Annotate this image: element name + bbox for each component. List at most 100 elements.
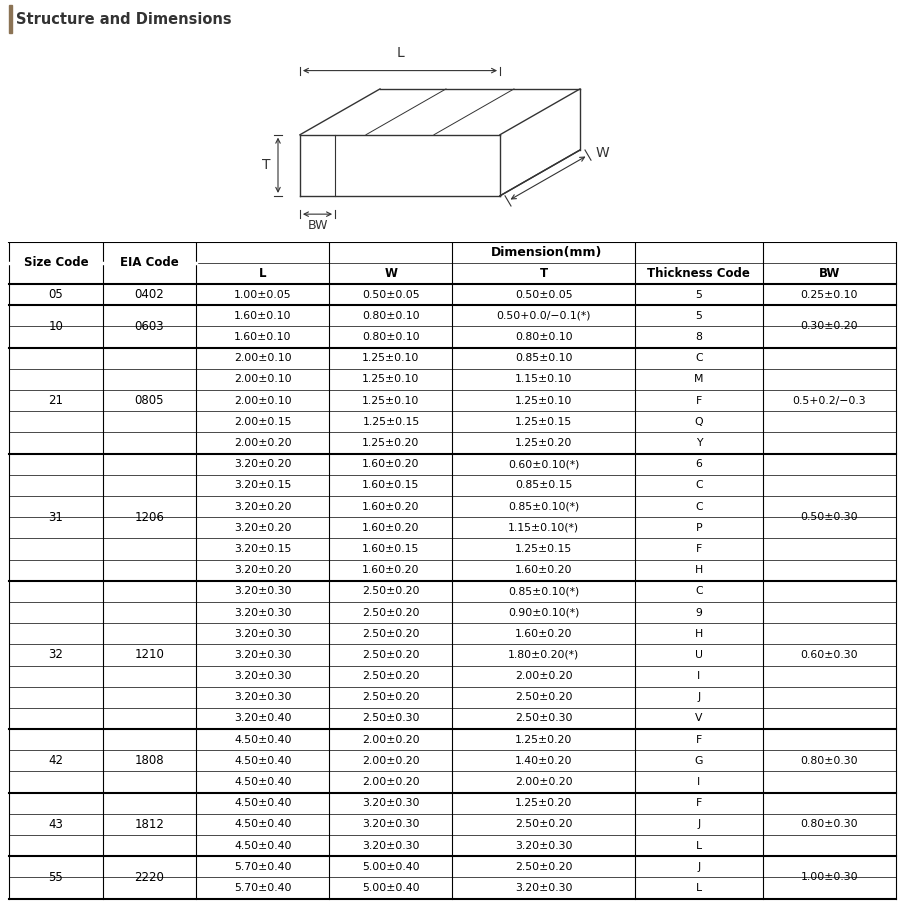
Text: J: J bbox=[697, 692, 700, 702]
Text: 0.80±0.30: 0.80±0.30 bbox=[801, 819, 858, 830]
Text: 1.25±0.20: 1.25±0.20 bbox=[362, 438, 420, 448]
Text: 1.25±0.20: 1.25±0.20 bbox=[515, 798, 572, 808]
Text: 55: 55 bbox=[49, 871, 63, 884]
Text: 0402: 0402 bbox=[135, 288, 165, 301]
Text: 3.20±0.30: 3.20±0.30 bbox=[234, 586, 291, 596]
Text: 5.00±0.40: 5.00±0.40 bbox=[362, 883, 420, 893]
Text: 3.20±0.30: 3.20±0.30 bbox=[234, 629, 291, 639]
Text: 1.60±0.20: 1.60±0.20 bbox=[362, 565, 420, 576]
Text: 2.00±0.20: 2.00±0.20 bbox=[515, 672, 573, 681]
Text: 5.00±0.40: 5.00±0.40 bbox=[362, 862, 420, 872]
Text: 0.85±0.10(*): 0.85±0.10(*) bbox=[508, 586, 579, 596]
Text: 1.60±0.20: 1.60±0.20 bbox=[362, 459, 420, 469]
Text: 0.80±0.10: 0.80±0.10 bbox=[362, 332, 420, 342]
Text: 1.25±0.10: 1.25±0.10 bbox=[362, 375, 420, 385]
Text: M: M bbox=[694, 375, 703, 385]
Text: Q: Q bbox=[694, 417, 703, 427]
Text: 1.40±0.20: 1.40±0.20 bbox=[515, 756, 572, 766]
Text: C: C bbox=[695, 481, 702, 491]
Text: 3.20±0.20: 3.20±0.20 bbox=[234, 459, 291, 469]
Text: 9: 9 bbox=[695, 607, 702, 617]
Text: 2.00±0.20: 2.00±0.20 bbox=[362, 735, 420, 745]
Text: 1.15±0.10: 1.15±0.10 bbox=[515, 375, 572, 385]
Text: 2.00±0.10: 2.00±0.10 bbox=[234, 353, 291, 363]
Text: C: C bbox=[695, 586, 702, 596]
Text: 1.15±0.10(*): 1.15±0.10(*) bbox=[508, 523, 579, 533]
Text: 2.50±0.20: 2.50±0.20 bbox=[515, 692, 572, 702]
Text: 2.00±0.20: 2.00±0.20 bbox=[515, 777, 573, 787]
Text: 1.60±0.20: 1.60±0.20 bbox=[515, 629, 572, 639]
Text: BW: BW bbox=[819, 267, 840, 280]
Text: 3.20±0.30: 3.20±0.30 bbox=[234, 672, 291, 681]
Text: 0603: 0603 bbox=[135, 319, 165, 333]
Text: 0.50±0.30: 0.50±0.30 bbox=[801, 512, 858, 522]
Text: 2.50±0.30: 2.50±0.30 bbox=[362, 713, 420, 723]
Text: 1.60±0.15: 1.60±0.15 bbox=[362, 544, 420, 554]
Text: 0.30±0.20: 0.30±0.20 bbox=[801, 321, 858, 331]
Text: V: V bbox=[695, 713, 702, 723]
Text: 05: 05 bbox=[49, 288, 63, 301]
Text: BW: BW bbox=[308, 219, 328, 233]
Text: 0.5+0.2/−0.3: 0.5+0.2/−0.3 bbox=[793, 395, 866, 405]
Text: W: W bbox=[385, 267, 397, 280]
Text: 1.00±0.30: 1.00±0.30 bbox=[801, 872, 858, 882]
Text: 3.20±0.40: 3.20±0.40 bbox=[234, 713, 291, 723]
Text: 0805: 0805 bbox=[135, 394, 164, 407]
Text: 5.70±0.40: 5.70±0.40 bbox=[234, 862, 291, 872]
Text: 2.00±0.15: 2.00±0.15 bbox=[234, 417, 291, 427]
Text: EIA Code: EIA Code bbox=[120, 256, 179, 270]
Text: T: T bbox=[262, 158, 270, 172]
Text: 42: 42 bbox=[48, 755, 63, 767]
Text: 0.60±0.30: 0.60±0.30 bbox=[801, 650, 858, 660]
Text: 0.80±0.10: 0.80±0.10 bbox=[515, 332, 573, 342]
Text: 3.20±0.30: 3.20±0.30 bbox=[362, 819, 420, 830]
Text: 21: 21 bbox=[48, 394, 63, 407]
Text: 1.60±0.20: 1.60±0.20 bbox=[515, 565, 572, 576]
Text: 3.20±0.30: 3.20±0.30 bbox=[362, 798, 420, 808]
Text: 1.25±0.20: 1.25±0.20 bbox=[515, 438, 572, 448]
Text: 1.25±0.10: 1.25±0.10 bbox=[362, 353, 420, 363]
Text: 1.60±0.15: 1.60±0.15 bbox=[362, 481, 420, 491]
Text: T: T bbox=[539, 267, 548, 280]
Text: 4.50±0.40: 4.50±0.40 bbox=[234, 735, 291, 745]
Text: 4.50±0.40: 4.50±0.40 bbox=[234, 798, 291, 808]
Text: 0.80±0.30: 0.80±0.30 bbox=[801, 756, 858, 766]
Text: 0.50+0.0/−0.1(*): 0.50+0.0/−0.1(*) bbox=[497, 310, 591, 320]
Text: I: I bbox=[697, 777, 700, 787]
Text: Structure and Dimensions: Structure and Dimensions bbox=[16, 12, 232, 26]
Text: 3.20±0.30: 3.20±0.30 bbox=[515, 883, 572, 893]
Text: 1.25±0.15: 1.25±0.15 bbox=[515, 544, 572, 554]
Text: 0.85±0.10(*): 0.85±0.10(*) bbox=[508, 501, 579, 511]
Text: 2.50±0.30: 2.50±0.30 bbox=[515, 713, 572, 723]
Text: 31: 31 bbox=[49, 510, 63, 524]
Text: L: L bbox=[696, 883, 702, 893]
Text: 32: 32 bbox=[49, 648, 63, 662]
Text: 1.60±0.20: 1.60±0.20 bbox=[362, 501, 420, 511]
Text: 0.80±0.10: 0.80±0.10 bbox=[362, 310, 420, 320]
Text: 2.50±0.20: 2.50±0.20 bbox=[362, 586, 420, 596]
Text: 0.50±0.05: 0.50±0.05 bbox=[515, 290, 573, 300]
Text: 4.50±0.40: 4.50±0.40 bbox=[234, 841, 291, 851]
Text: 3.20±0.30: 3.20±0.30 bbox=[234, 607, 291, 617]
Text: 5: 5 bbox=[695, 310, 702, 320]
Text: 2.00±0.20: 2.00±0.20 bbox=[362, 777, 420, 787]
Text: 1.25±0.15: 1.25±0.15 bbox=[515, 417, 572, 427]
Bar bbox=[9, 5, 12, 33]
Text: Y: Y bbox=[696, 438, 702, 448]
Text: H: H bbox=[695, 565, 703, 576]
Text: 43: 43 bbox=[49, 818, 63, 831]
Text: G: G bbox=[695, 756, 703, 766]
Text: 4.50±0.40: 4.50±0.40 bbox=[234, 819, 291, 830]
Text: L: L bbox=[396, 46, 404, 61]
Text: 3.20±0.30: 3.20±0.30 bbox=[362, 841, 420, 851]
Text: 0.85±0.15: 0.85±0.15 bbox=[515, 481, 572, 491]
Text: 1.80±0.20(*): 1.80±0.20(*) bbox=[508, 650, 579, 660]
Text: 3.20±0.15: 3.20±0.15 bbox=[234, 481, 291, 491]
Text: Dimension(mm): Dimension(mm) bbox=[491, 246, 602, 259]
Text: 0.85±0.10: 0.85±0.10 bbox=[515, 353, 572, 363]
Text: Thickness Code: Thickness Code bbox=[647, 267, 750, 280]
Text: 3.20±0.20: 3.20±0.20 bbox=[234, 565, 291, 576]
Text: F: F bbox=[696, 395, 702, 405]
Text: 1210: 1210 bbox=[135, 648, 165, 662]
Text: 2.50±0.20: 2.50±0.20 bbox=[515, 819, 572, 830]
